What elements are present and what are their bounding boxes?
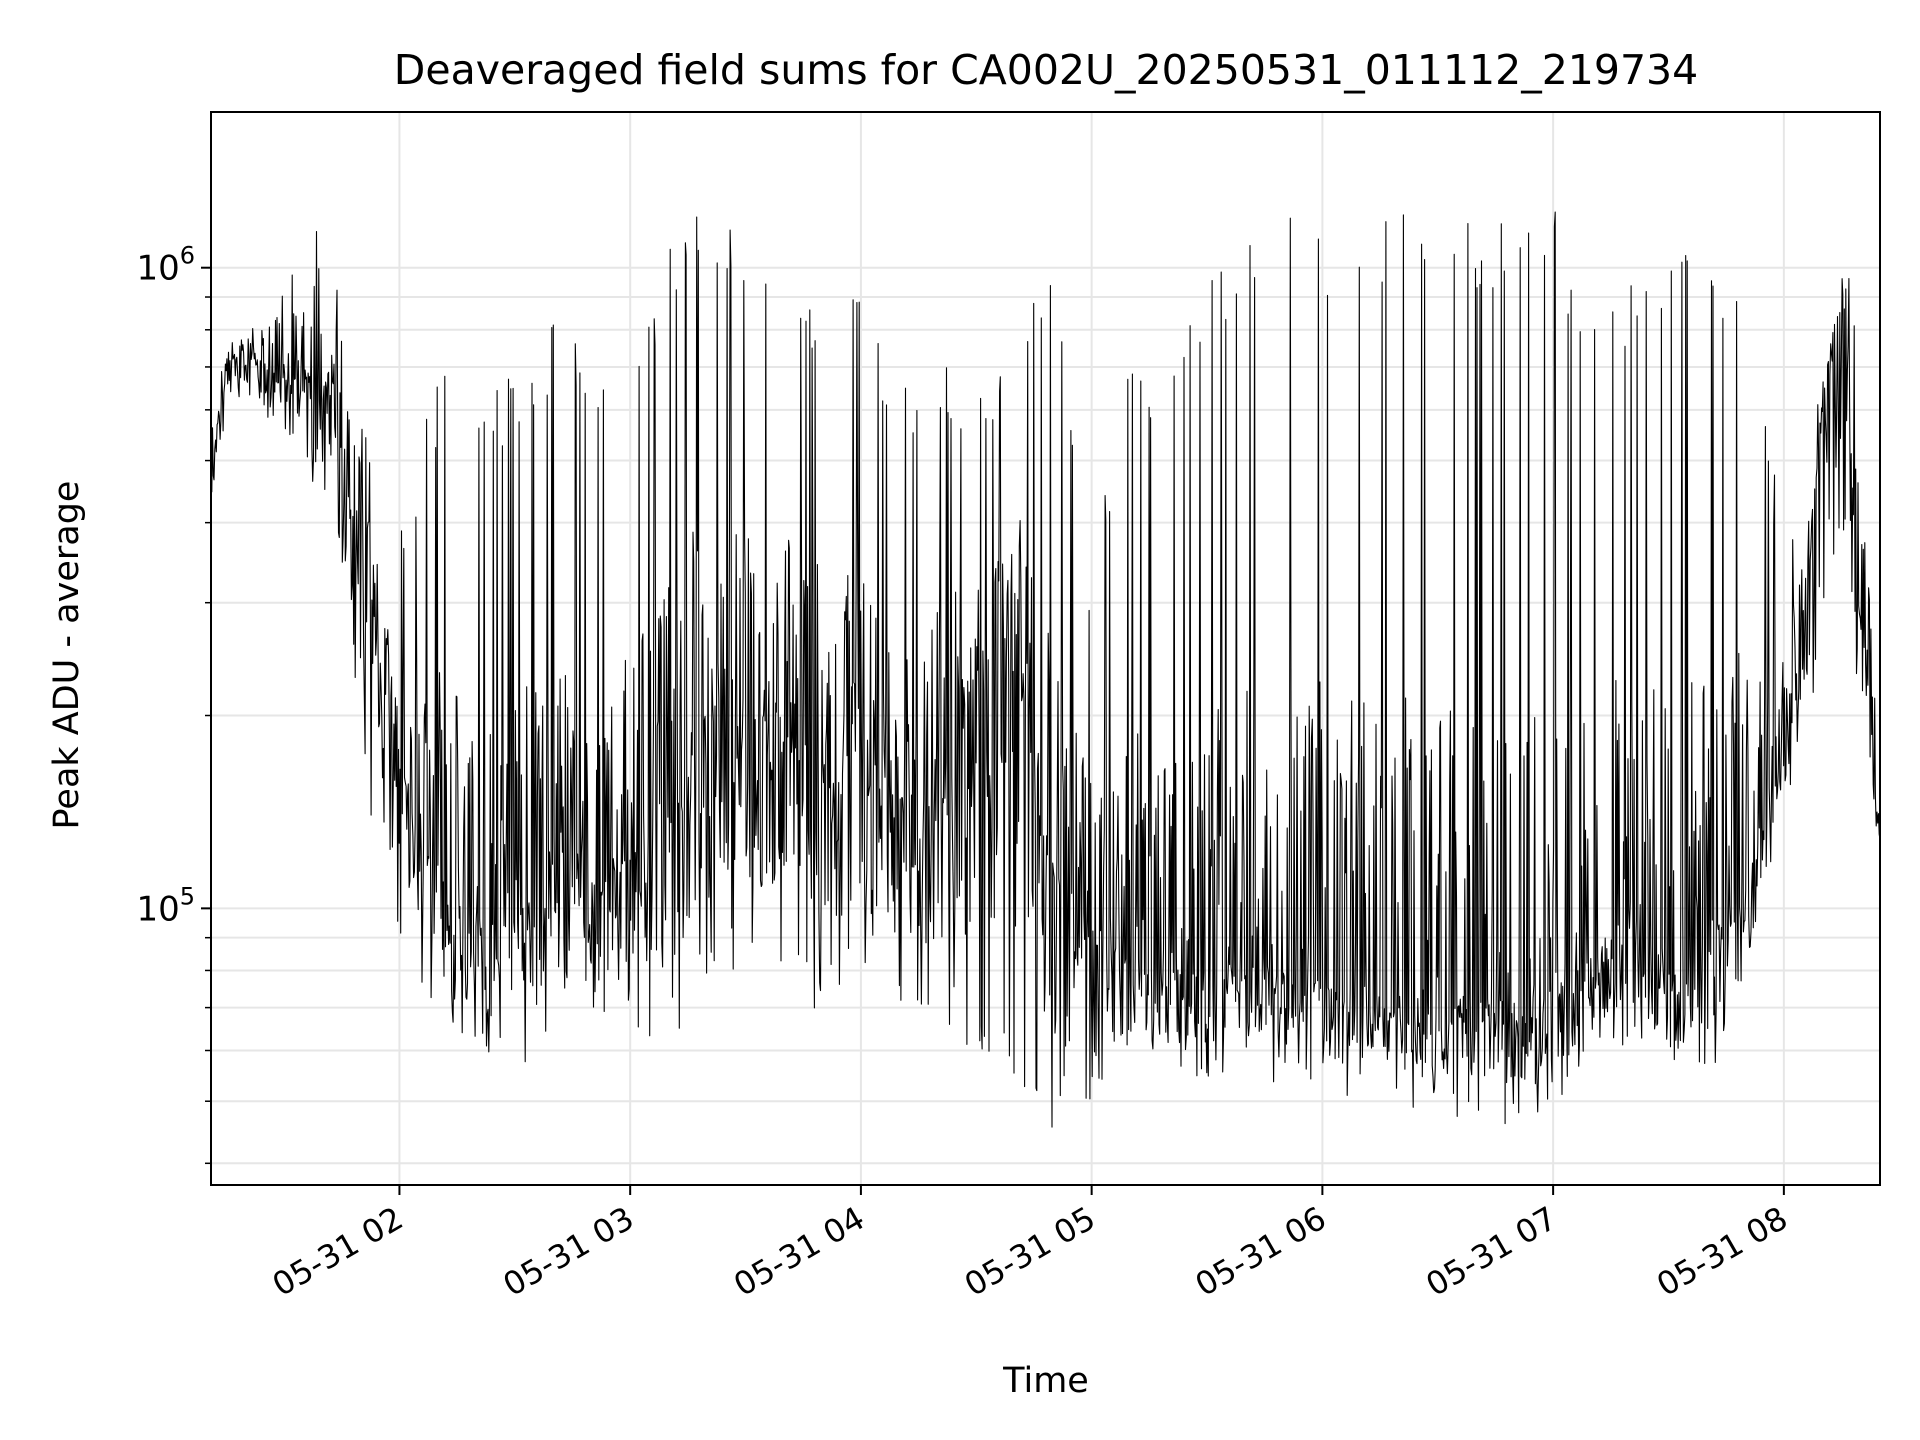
chart-title: Deaveraged field sums for CA002U_2025053… [394, 46, 1698, 94]
series-line [210, 211, 1881, 1128]
plot-area-frame [210, 111, 1881, 1186]
series-line-layer [210, 211, 1881, 1128]
y-axis-label: Peak ADU - average [47, 481, 87, 830]
y-tick-label-exponent: 5 [180, 882, 195, 910]
y-tick-label-exponent: 6 [180, 242, 195, 270]
y-tick-label-base: 10 [136, 889, 179, 929]
y-tick-label: 106 [136, 242, 195, 289]
y-tick-label: 105 [136, 882, 195, 929]
y-tick-label-base: 10 [136, 249, 179, 289]
x-axis-label: Time [1002, 1361, 1089, 1401]
grid-lines [211, 112, 1880, 1185]
